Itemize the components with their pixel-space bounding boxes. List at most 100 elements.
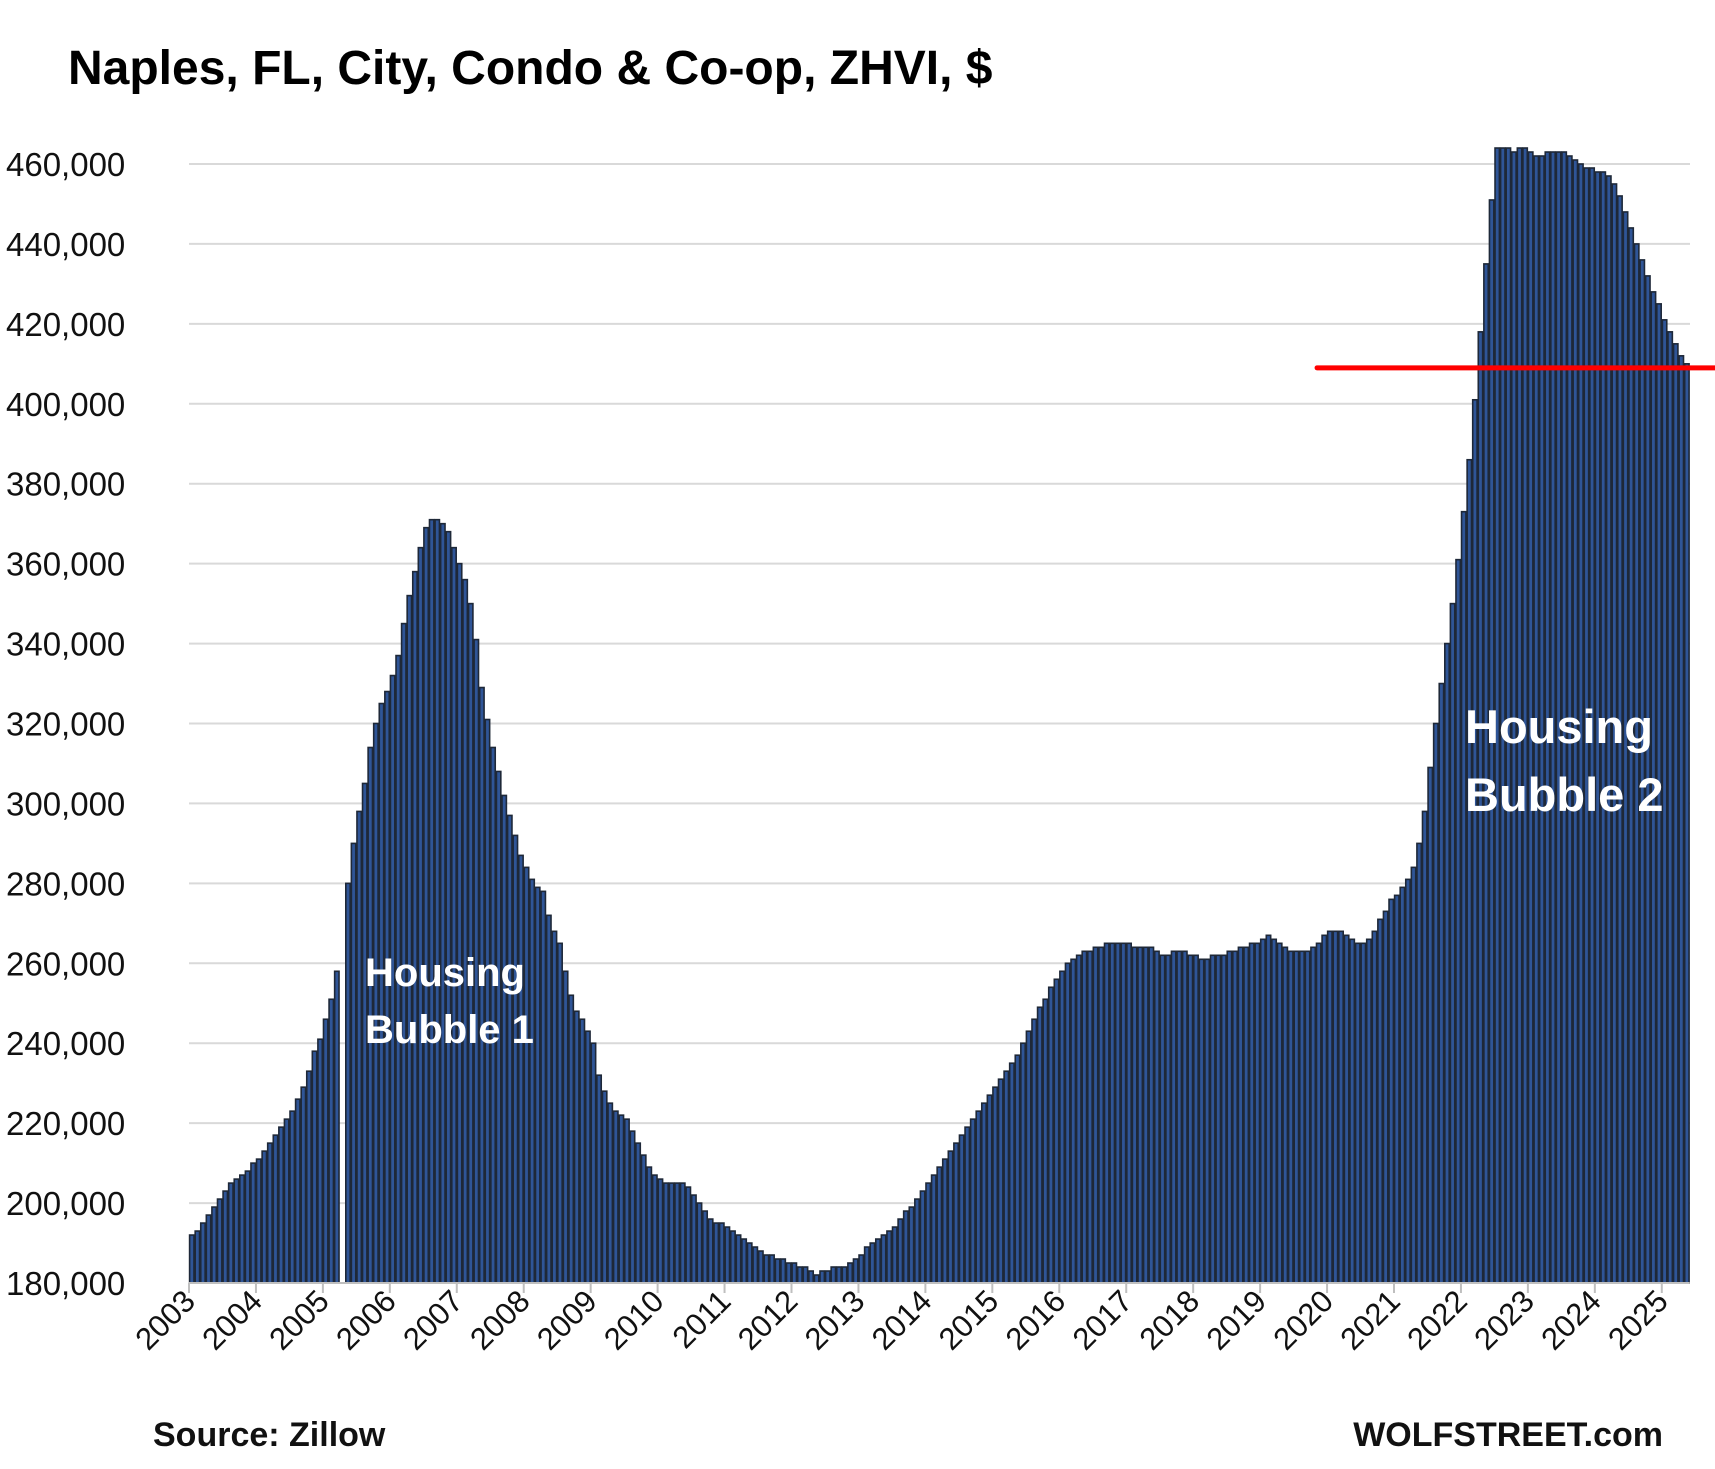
bar: [741, 1238, 748, 1284]
x-tick-label: 2025: [1601, 1283, 1675, 1357]
bar: [936, 1166, 943, 1284]
bar: [216, 1198, 223, 1284]
bar: [819, 1270, 826, 1284]
bar: [1114, 942, 1121, 1284]
y-tick-label: 280,000: [6, 865, 125, 902]
bar: [356, 810, 363, 1284]
bar: [607, 1102, 614, 1284]
bar: [651, 1174, 658, 1284]
bar: [1287, 950, 1294, 1284]
bar: [350, 842, 357, 1284]
bar: [735, 1234, 742, 1284]
bar: [1628, 227, 1635, 1284]
bar: [713, 1222, 720, 1284]
bar: [1142, 946, 1149, 1284]
bar: [227, 1182, 234, 1284]
bar: [696, 1202, 703, 1284]
bar: [1209, 954, 1216, 1284]
bar: [484, 718, 491, 1284]
bar: [1025, 1030, 1032, 1284]
bar: [568, 994, 575, 1284]
bar: [345, 882, 351, 1284]
bar: [456, 562, 463, 1284]
bar: [1036, 1006, 1043, 1284]
y-tick-label: 340,000: [6, 626, 125, 663]
bar: [194, 1230, 201, 1284]
bar: [796, 1266, 803, 1284]
bar: [1248, 942, 1255, 1284]
bar: [551, 930, 558, 1284]
bar: [969, 1118, 976, 1284]
bar: [1633, 243, 1640, 1284]
bar: [1120, 942, 1127, 1284]
bar: [1098, 946, 1105, 1284]
y-tick-label: 200,000: [6, 1185, 125, 1222]
x-tick-label: 2014: [865, 1283, 939, 1357]
bar: [1672, 343, 1679, 1284]
bar: [283, 1118, 290, 1284]
bar: [964, 1126, 971, 1284]
bar: [1466, 458, 1473, 1284]
bar: [863, 1246, 870, 1284]
bar: [1404, 878, 1411, 1284]
bar: [1075, 954, 1082, 1284]
bar: [785, 1262, 792, 1284]
bar: [953, 1142, 960, 1284]
bar: [439, 522, 446, 1284]
bar: [618, 1114, 625, 1284]
bar: [239, 1174, 245, 1284]
bar: [540, 890, 547, 1284]
bar: [562, 970, 569, 1284]
bar: [523, 866, 530, 1284]
bar: [1003, 1070, 1010, 1284]
bar: [774, 1258, 781, 1284]
bar: [640, 1154, 647, 1284]
bar: [757, 1250, 764, 1284]
bar: [1427, 766, 1434, 1284]
bar: [1360, 942, 1367, 1284]
bar: [423, 526, 430, 1284]
y-tick-label: 240,000: [6, 1025, 125, 1062]
bar: [1047, 986, 1054, 1284]
x-tick-label: 2017: [1066, 1283, 1140, 1357]
bar: [635, 1142, 642, 1284]
bar: [462, 578, 469, 1284]
credit-label: WOLFSTREET.com: [1353, 1416, 1663, 1454]
bar: [1008, 1062, 1015, 1284]
y-tick-label: 180,000: [6, 1265, 125, 1302]
x-tick-label: 2024: [1534, 1283, 1608, 1357]
bar: [1159, 954, 1166, 1284]
bar: [980, 1102, 987, 1284]
bar: [266, 1142, 273, 1284]
bar: [372, 722, 379, 1284]
bar: [657, 1178, 664, 1284]
bar: [272, 1134, 279, 1284]
bar: [1315, 942, 1322, 1284]
bar: [1131, 946, 1138, 1284]
bar: [467, 602, 474, 1284]
bar: [596, 1074, 603, 1284]
bar: [1198, 958, 1205, 1284]
x-tick-label: 2023: [1467, 1283, 1541, 1357]
bar: [646, 1166, 653, 1284]
bar: [1165, 954, 1172, 1284]
bar: [317, 1038, 324, 1284]
bar: [305, 1070, 312, 1284]
bar: [914, 1198, 921, 1284]
bar: [451, 546, 457, 1284]
bar: [556, 942, 563, 1284]
bar: [1148, 946, 1155, 1284]
bar: [1321, 934, 1328, 1284]
annotation-bubble-1-line2: Bubble 1: [365, 1008, 534, 1052]
bar: [897, 1218, 904, 1284]
bar: [1332, 930, 1339, 1284]
bar: [1343, 934, 1350, 1284]
bar: [629, 1130, 636, 1284]
bar: [835, 1266, 842, 1284]
bar: [590, 1042, 597, 1284]
bar: [752, 1246, 759, 1284]
x-tick-label: 2010: [597, 1283, 671, 1357]
bar: [1298, 950, 1305, 1284]
bar: [322, 1018, 329, 1284]
bar: [1226, 950, 1233, 1284]
